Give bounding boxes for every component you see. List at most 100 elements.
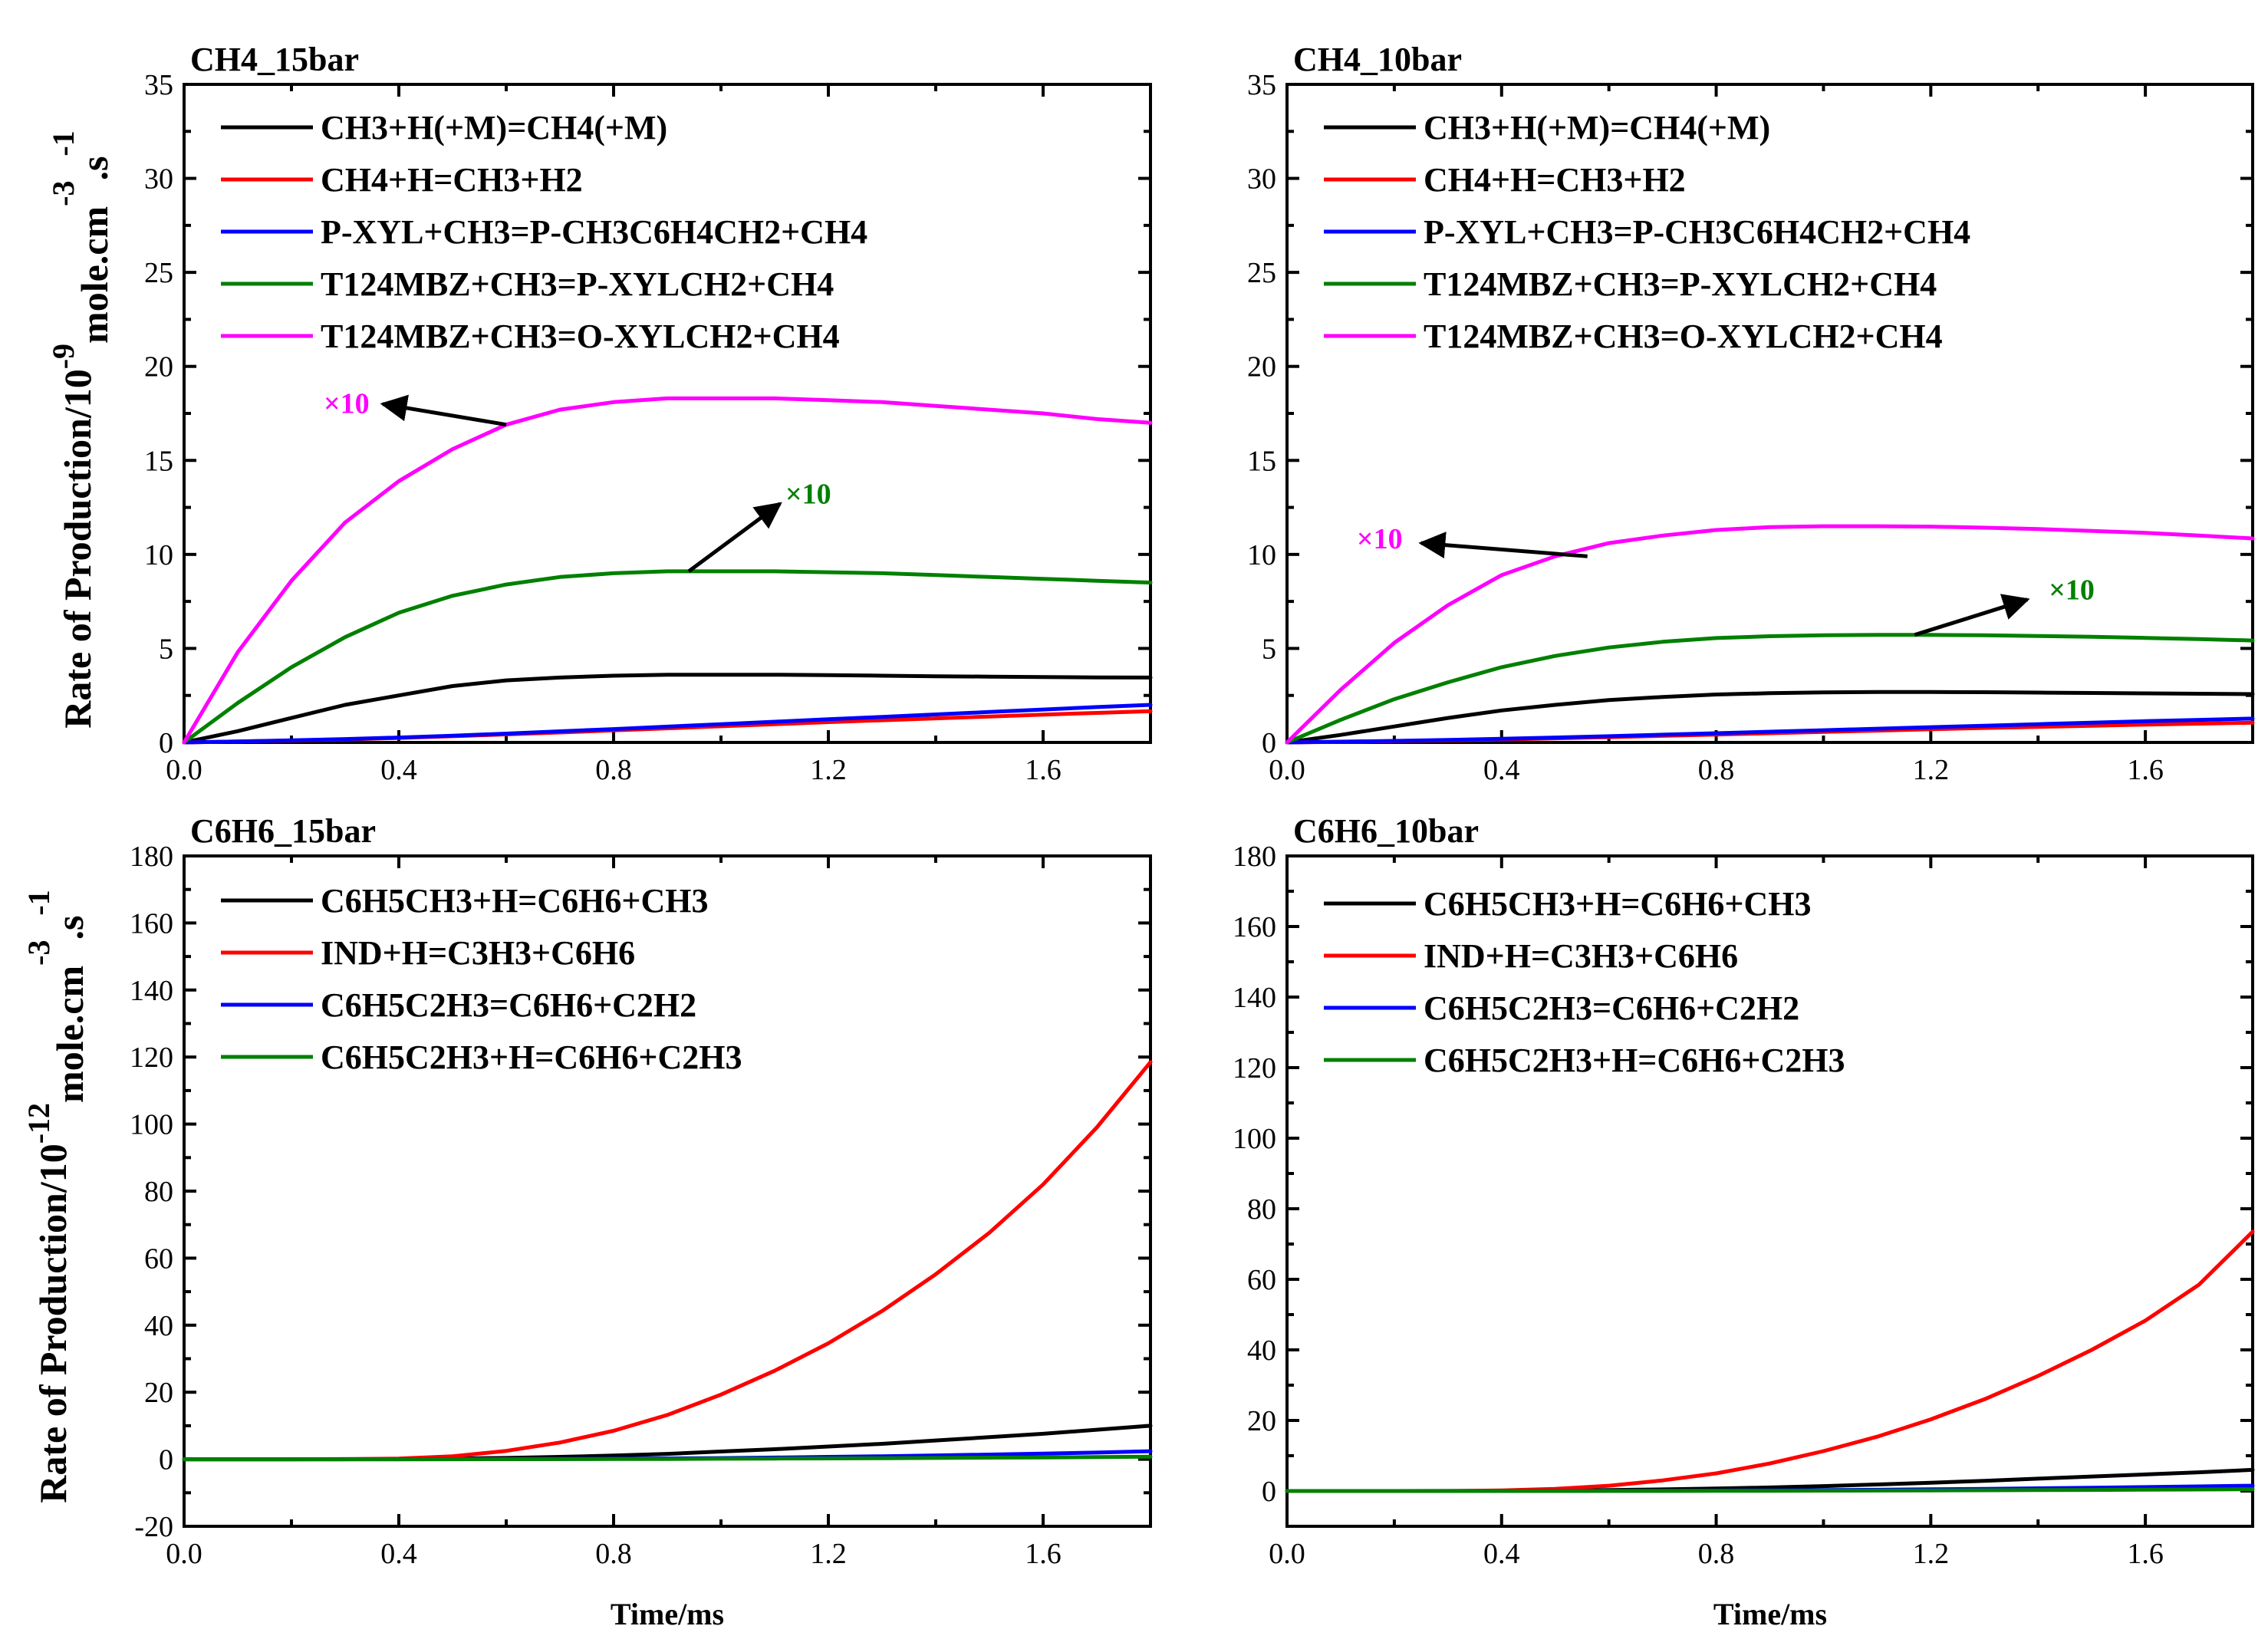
x-tick-label: 0.0 — [166, 754, 202, 786]
y-tick-label: 35 — [144, 69, 173, 101]
x-tick-label: 1.6 — [1025, 754, 1062, 786]
y-tick-label: 60 — [144, 1243, 173, 1275]
legend-label: C6H5C2H3+H=C6H6+C2H3 — [1424, 1042, 1845, 1079]
y-tick-label: 20 — [1247, 1405, 1276, 1437]
x-tick-label: 0.8 — [595, 1538, 632, 1570]
series-line-4 — [1285, 633, 2255, 745]
legend-label: C6H5C2H3+H=C6H6+C2H3 — [321, 1038, 742, 1076]
series-line-4 — [182, 569, 1153, 745]
legend-label: IND+H=C3H3+C6H6 — [1424, 937, 1738, 975]
series-line-3 — [182, 703, 1153, 745]
y-tick-label: 0 — [1262, 1476, 1276, 1508]
y-tick-label: -20 — [134, 1511, 173, 1543]
legend-label: CH3+H(+M)=CH4(+M) — [1424, 109, 1770, 146]
x-tick-label: 1.2 — [1913, 1538, 1950, 1570]
legend-label: C6H5CH3+H=C6H6+CH3 — [321, 882, 708, 920]
legend-label: C6H5C2H3=C6H6+C2H2 — [1424, 989, 1799, 1027]
y-tick-label: 180 — [130, 841, 173, 873]
legend-label: T124MBZ+CH3=P-XYLCH2+CH4 — [321, 265, 834, 303]
legend-label: CH3+H(+M)=CH4(+M) — [321, 109, 667, 146]
y-tick-label: 25 — [144, 257, 173, 289]
x-axis-label-left: Time/ms — [611, 1597, 724, 1631]
x-tick-label: 1.2 — [810, 1538, 847, 1570]
x-tick-label: 1.2 — [1913, 754, 1950, 786]
series-line-5 — [182, 396, 1153, 745]
y-tick-label: 10 — [144, 539, 173, 571]
y-tick-label: 120 — [1233, 1052, 1276, 1085]
x-tick-label: 0.8 — [595, 754, 632, 786]
y-tick-label: 15 — [144, 445, 173, 477]
series-line-5 — [1285, 524, 2255, 745]
x-tick-label: 0.4 — [1483, 754, 1520, 786]
x-tick-label: 1.6 — [1025, 1538, 1062, 1570]
y-tick-label: 60 — [1247, 1264, 1276, 1296]
chart-panel-2: CH4_10bar 0.0 0.4 0.8 1.2 1.6 0 5 10 15 20 25 30 35 CH… — [1247, 41, 2255, 786]
y-axis-label-top: Rate of Production/10-9mole.cm-3.s-1 — [46, 130, 116, 729]
legend-label: P-XYL+CH3=P-CH3C6H4CH2+CH4 — [1424, 213, 1970, 251]
y-tick-label: 5 — [1262, 633, 1276, 665]
y-tick-label: 100 — [1233, 1123, 1276, 1155]
y-tick-label: 10 — [1247, 539, 1276, 571]
y-tick-label: 20 — [144, 1377, 173, 1409]
annotation-arrow — [1914, 594, 2030, 637]
annotation-arrow — [1418, 532, 1588, 559]
x-tick-label: 1.6 — [2127, 754, 2164, 786]
annotation-label: ×10 — [785, 478, 831, 510]
annotation-label: ×10 — [324, 388, 370, 420]
y-tick-label: 160 — [1233, 911, 1276, 943]
y-tick-label: 140 — [130, 975, 173, 1007]
annotation-arrow — [380, 394, 507, 427]
chart-panel-3: C6H6_15bar 0.0 0.4 0.8 1.2 1.6 -20 0 20 40 60 80 100… — [130, 812, 1153, 1570]
y-tick-label: 5 — [159, 633, 173, 665]
x-tick-label: 0.4 — [1483, 1538, 1520, 1570]
y-axis-label-bottom: Rate of Production/10-12mole.cm-3.s-1 — [21, 890, 91, 1503]
legend-label: C6H5C2H3=C6H6+C2H2 — [321, 986, 696, 1024]
y-tick-label: 100 — [130, 1109, 173, 1141]
y-tick-label: 40 — [1247, 1335, 1276, 1367]
series-line-2 — [1285, 1229, 2255, 1493]
x-axis-label-right: Time/ms — [1713, 1597, 1827, 1631]
y-tick-label: 120 — [130, 1042, 173, 1074]
annotation-label: ×10 — [2049, 574, 2095, 606]
series-line-1 — [1285, 690, 2255, 745]
x-tick-label: 0.0 — [166, 1538, 202, 1570]
x-tick-label: 0.4 — [380, 754, 417, 786]
legend-label: T124MBZ+CH3=P-XYLCH2+CH4 — [1424, 265, 1937, 303]
y-tick-label: 0 — [159, 727, 173, 759]
x-tick-label: 1.6 — [2127, 1538, 2164, 1570]
y-tick-label: 30 — [1247, 163, 1276, 196]
series-line-2 — [182, 1060, 1153, 1462]
x-tick-label: 0.8 — [1698, 754, 1735, 786]
y-tick-label: 30 — [144, 163, 173, 196]
legend-label: T124MBZ+CH3=O-XYLCH2+CH4 — [1424, 318, 1943, 355]
legend-label: P-XYL+CH3=P-CH3C6H4CH2+CH4 — [321, 213, 867, 251]
x-tick-label: 0.4 — [380, 1538, 417, 1570]
x-tick-label: 1.2 — [810, 754, 847, 786]
x-tick-label: 0.0 — [1269, 1538, 1305, 1570]
legend-label: CH4+H=CH3+H2 — [321, 161, 583, 199]
y-tick-label: 15 — [1247, 445, 1276, 477]
plot-frame — [1285, 854, 2254, 1528]
y-tick-label: 0 — [159, 1444, 173, 1476]
annotation-label: ×10 — [1357, 523, 1403, 555]
y-tick-label: 140 — [1233, 982, 1276, 1014]
series-line-4 — [1285, 1487, 2255, 1493]
series-line-3 — [1285, 716, 2255, 745]
chart-title: C6H6_10bar — [1293, 812, 1479, 850]
legend-label: CH4+H=CH3+H2 — [1424, 161, 1686, 199]
y-tick-label: 80 — [1247, 1193, 1276, 1226]
y-tick-label: 80 — [144, 1176, 173, 1208]
series-line-1 — [182, 673, 1153, 745]
chart-panel-4: C6H6_10bar 0.0 0.4 0.8 1.2 1.6 0 20 40 60 80 100 120… — [1233, 812, 2255, 1570]
x-tick-label: 0.8 — [1698, 1538, 1735, 1570]
y-tick-label: 20 — [1247, 351, 1276, 383]
legend-label: C6H5CH3+H=C6H6+CH3 — [1424, 885, 1811, 923]
y-tick-label: 160 — [130, 907, 173, 940]
chart-title: C6H6_15bar — [190, 812, 376, 850]
y-tick-label: 180 — [1233, 841, 1276, 873]
y-tick-label: 0 — [1262, 727, 1276, 759]
legend-label: T124MBZ+CH3=O-XYLCH2+CH4 — [321, 318, 840, 355]
annotation-arrow — [687, 502, 782, 573]
chart-title: CH4_15bar — [190, 41, 359, 78]
